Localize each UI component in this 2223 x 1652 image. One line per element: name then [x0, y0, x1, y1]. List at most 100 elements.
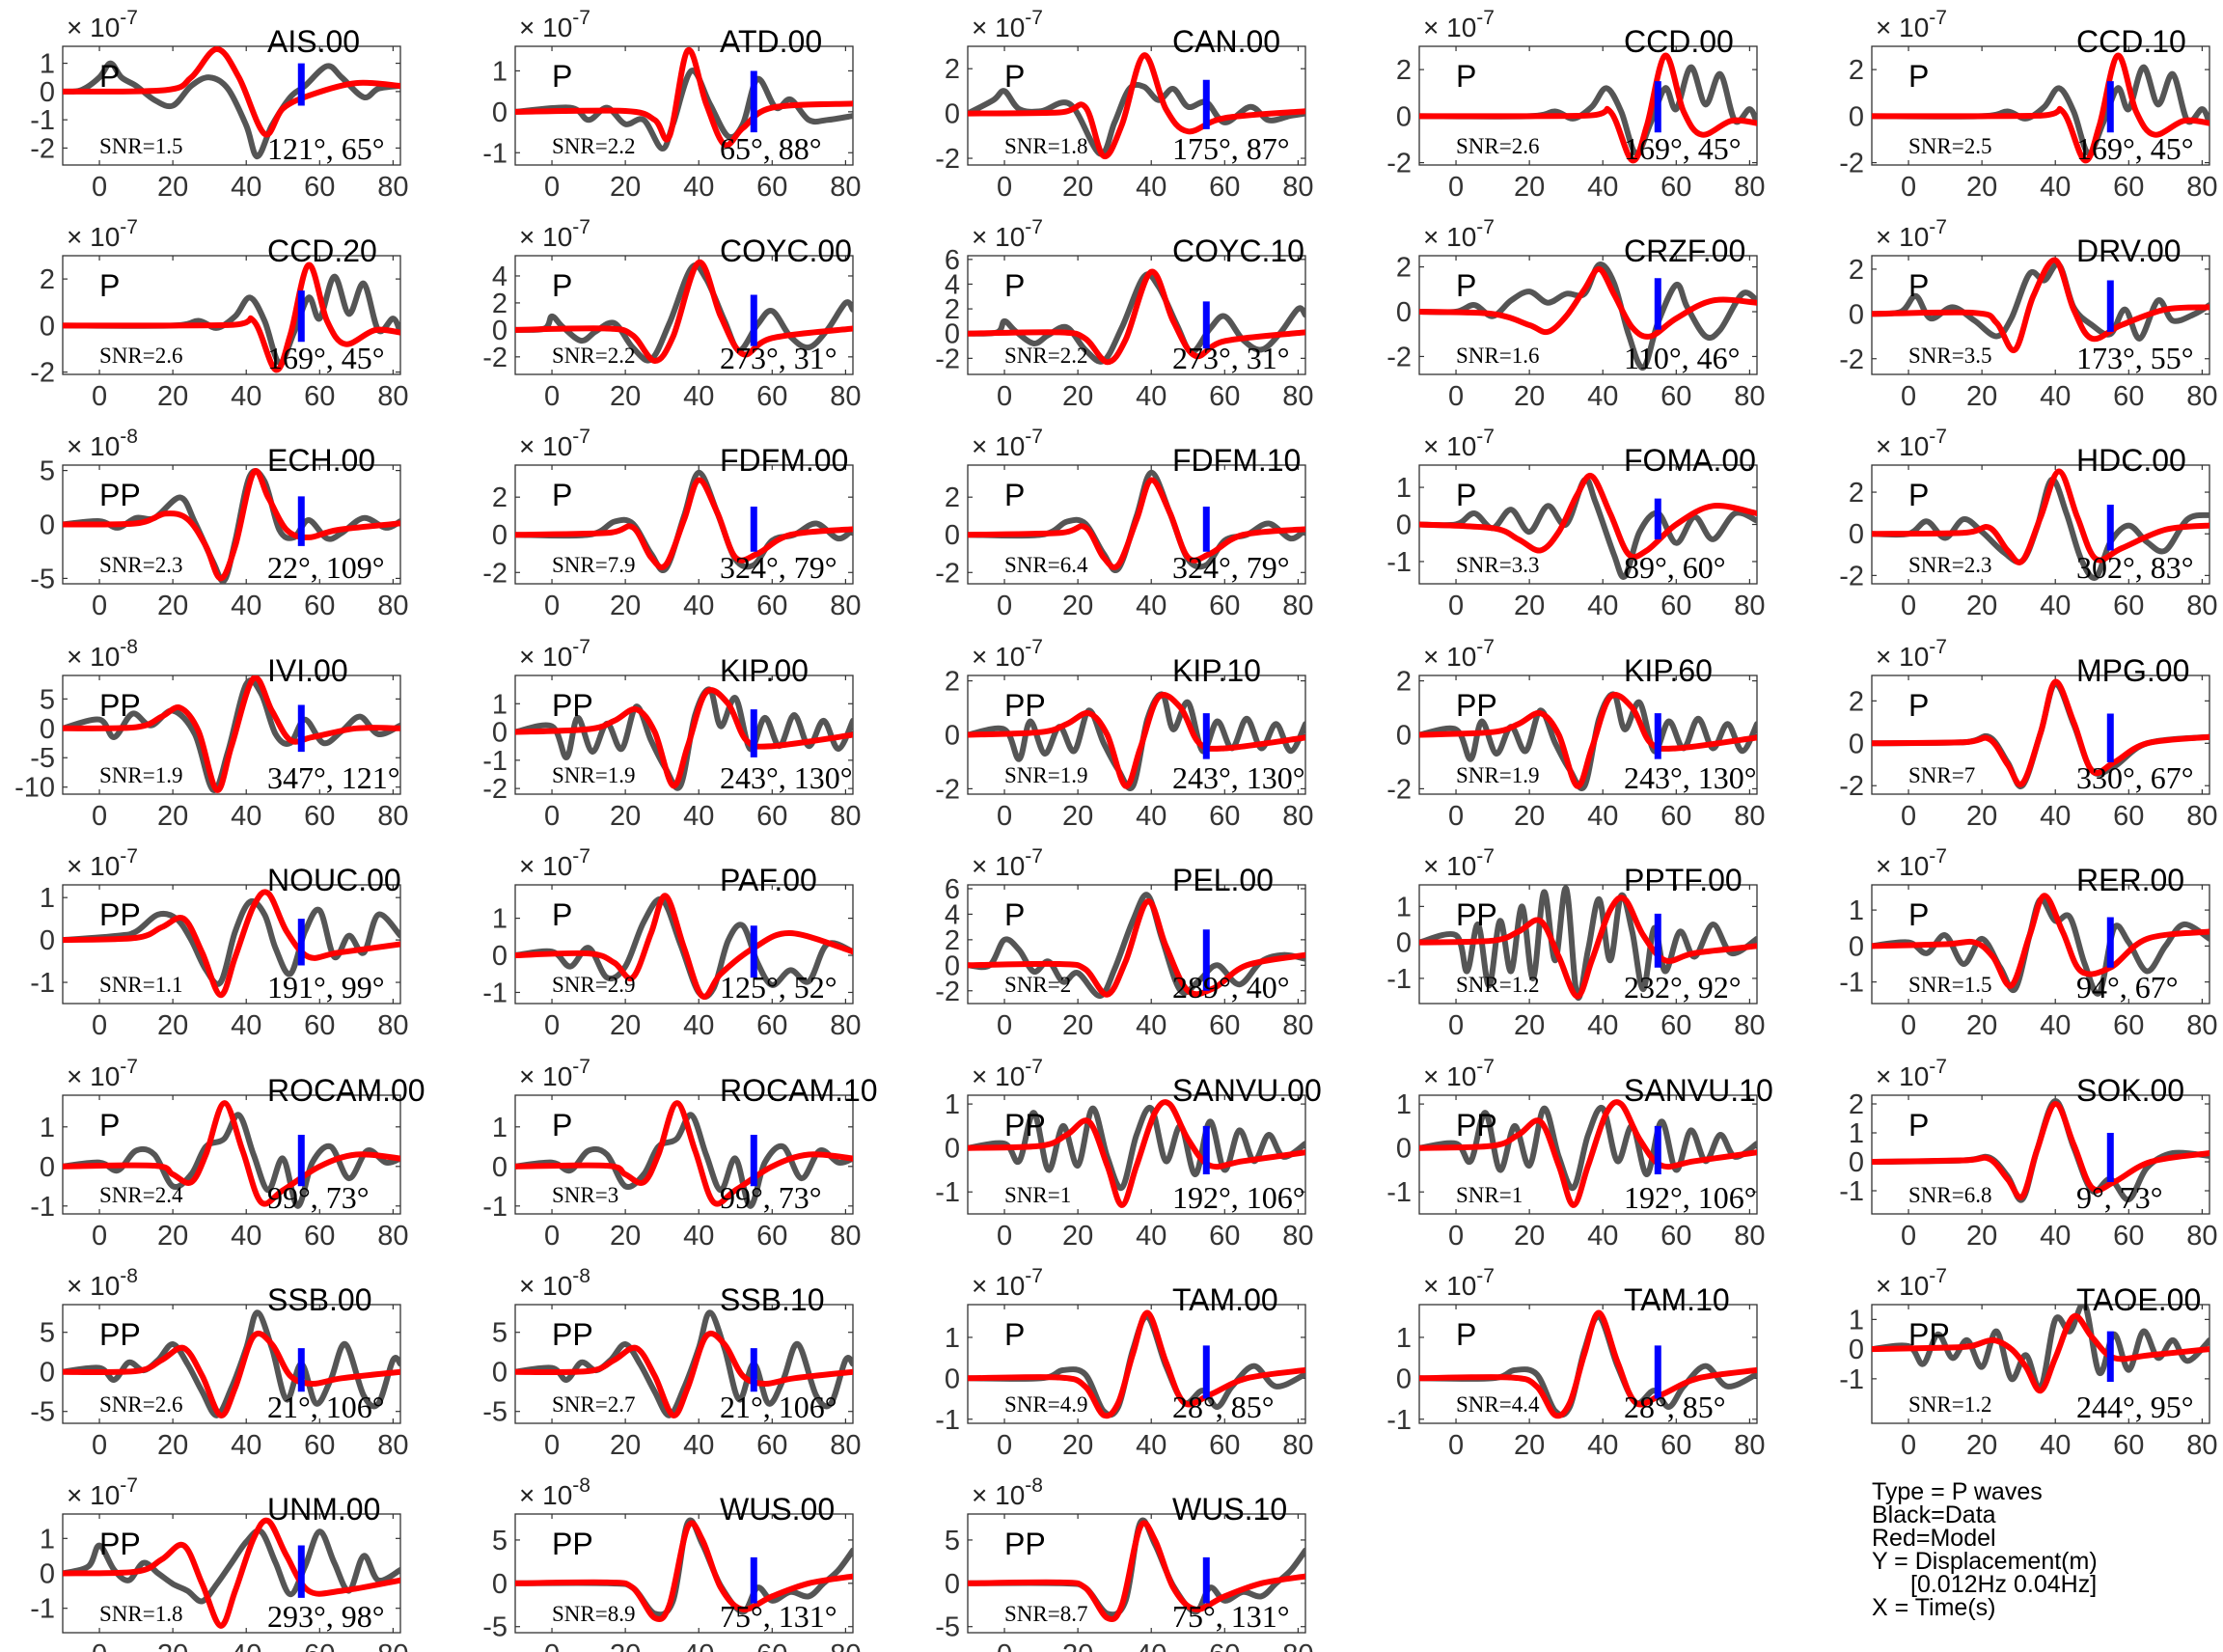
- y-tick-label: 2: [1849, 55, 1864, 86]
- x-tick-label: 40: [1136, 172, 1166, 203]
- x-tick-label: 0: [1901, 591, 1916, 621]
- model-trace: [63, 1330, 400, 1418]
- x-tick-label: 40: [1587, 172, 1618, 203]
- y-tick-label: -2: [935, 977, 960, 1007]
- angle-label: 22°, 109°: [267, 550, 385, 585]
- y-tick-label: 1: [1396, 1089, 1412, 1120]
- y-tick-label: 2: [945, 54, 960, 85]
- snr-label: SNR=2.3: [99, 553, 182, 577]
- x-tick-label: 20: [1514, 1010, 1545, 1041]
- station-label: TAM.00: [1172, 1282, 1278, 1317]
- y-tick-label: 1: [1396, 892, 1412, 922]
- y-tick-label: 0: [945, 99, 960, 130]
- snr-label: SNR=1.2: [1456, 973, 1539, 997]
- station-label: FDFM.10: [1172, 443, 1301, 478]
- x-tick-label: 40: [1136, 381, 1166, 412]
- y-tick-label: -5: [30, 743, 55, 774]
- y-tick-label: 0: [1849, 519, 1864, 550]
- y-exponent-label: × 10-8: [519, 1474, 590, 1510]
- model-trace: [63, 675, 400, 793]
- phase-label: P: [99, 59, 120, 94]
- x-tick-label: 0: [544, 1639, 560, 1652]
- model-trace: [1872, 893, 2209, 989]
- model-trace: [1419, 473, 1757, 561]
- model-trace: [1419, 1099, 1757, 1208]
- angle-label: 191°, 99°: [267, 970, 385, 1005]
- x-tick-label: 20: [1966, 1010, 1997, 1041]
- model-trace: [515, 1330, 853, 1418]
- y-exponent-label: × 10-7: [1876, 636, 1947, 672]
- model-trace: [63, 1100, 400, 1207]
- y-tick-label: -2: [1839, 344, 1864, 375]
- phase-label: PP: [99, 478, 141, 512]
- snr-label: SNR=4.4: [1456, 1392, 1540, 1417]
- model-trace: [968, 1520, 1305, 1623]
- x-tick-label: 0: [1901, 1010, 1916, 1041]
- snr-label: SNR=2.6: [99, 344, 182, 368]
- data-trace: [63, 60, 400, 160]
- y-tick-label: 0: [1849, 299, 1864, 330]
- y-tick-label: 2: [945, 482, 960, 513]
- y-tick-label: 0: [1396, 928, 1412, 959]
- station-label: FDFM.00: [720, 443, 848, 478]
- y-exponent-label: × 10-7: [519, 216, 590, 252]
- x-tick-label: 0: [1448, 172, 1464, 203]
- x-tick-label: 60: [756, 1010, 787, 1041]
- angle-label: 99°, 73°: [720, 1180, 822, 1215]
- axis-box: [1871, 45, 2210, 166]
- y-tick-label: 0: [945, 1363, 960, 1394]
- angle-label: 28°, 85°: [1172, 1390, 1275, 1424]
- snr-label: SNR=2.5: [1908, 134, 1991, 158]
- angle-label: 89°, 60°: [1624, 550, 1726, 585]
- phase-label: PP: [1908, 1317, 1950, 1352]
- y-tick-label: 1: [1849, 1305, 1864, 1335]
- x-tick-label: 0: [1901, 381, 1916, 412]
- phase-label: P: [1908, 59, 1929, 94]
- y-tick-label: 0: [492, 97, 508, 128]
- y-tick-label: 2: [1396, 253, 1412, 284]
- axis-box: [1418, 255, 1758, 375]
- y-tick-label: 2: [945, 667, 960, 698]
- angle-label: 293°, 98°: [267, 1599, 385, 1634]
- x-tick-label: 0: [997, 381, 1012, 412]
- y-tick-label: -5: [935, 1612, 960, 1643]
- x-tick-label: 0: [92, 381, 107, 412]
- x-tick-label: 60: [756, 381, 787, 412]
- x-tick-label: 20: [1062, 381, 1093, 412]
- x-tick-label: 0: [92, 591, 107, 621]
- y-tick-label: -2: [30, 358, 55, 389]
- snr-label: SNR=2: [1004, 973, 1071, 997]
- x-tick-label: 0: [544, 591, 560, 621]
- x-tick-label: 80: [377, 1430, 408, 1461]
- snr-label: SNR=1: [1004, 1183, 1071, 1207]
- station-label: KIP.00: [720, 653, 809, 688]
- x-tick-label: 80: [1282, 591, 1313, 621]
- x-tick-label: 40: [231, 801, 261, 832]
- x-tick-label: 80: [377, 801, 408, 832]
- y-tick-label: 2: [1849, 255, 1864, 286]
- y-tick-label: 0: [1849, 931, 1864, 962]
- y-tick-label: -2: [935, 558, 960, 589]
- y-tick-label: -1: [30, 105, 55, 136]
- model-trace: [63, 889, 400, 999]
- x-tick-label: 40: [1136, 801, 1166, 832]
- x-tick-label: 60: [1209, 381, 1240, 412]
- y-exponent-label: × 10-7: [1876, 845, 1947, 881]
- station-label: SANVU.10: [1624, 1073, 1773, 1108]
- x-tick-label: 20: [1514, 801, 1545, 832]
- x-tick-label: 20: [1966, 1430, 1997, 1461]
- x-tick-label: 0: [997, 591, 1012, 621]
- x-tick-label: 40: [1136, 1010, 1166, 1041]
- angle-label: 232°, 92°: [1624, 970, 1742, 1005]
- x-tick-label: 0: [1901, 172, 1916, 203]
- snr-label: SNR=2.3: [1908, 553, 1991, 577]
- panel-ech-00: 0 20 40 60 80 5 0 -5 × 10-8 PP ECH.00 SNR=2.3 22°, 1…: [30, 426, 408, 621]
- angle-label: 273°, 31°: [1172, 341, 1290, 375]
- y-exponent-label: × 10-7: [1876, 7, 1947, 42]
- x-tick-label: 0: [1901, 801, 1916, 832]
- y-tick-label: 0: [945, 319, 960, 350]
- x-tick-label: 0: [997, 1430, 1012, 1461]
